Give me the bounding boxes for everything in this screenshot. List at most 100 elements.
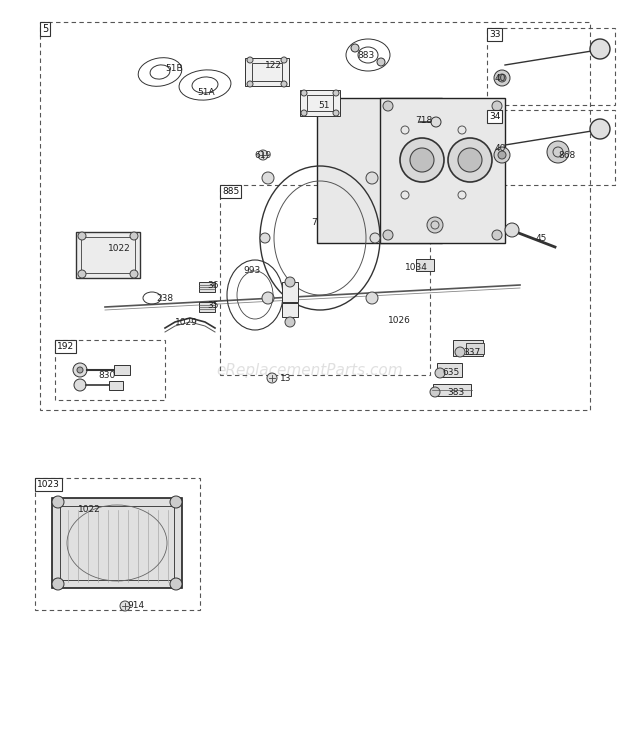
Circle shape <box>281 81 287 87</box>
Bar <box>317 98 443 243</box>
Text: 635: 635 <box>442 368 459 376</box>
Circle shape <box>590 119 610 139</box>
Circle shape <box>370 233 380 243</box>
Bar <box>199 302 215 312</box>
Circle shape <box>285 277 295 287</box>
Bar <box>40 22 590 410</box>
Text: 1034: 1034 <box>405 263 428 272</box>
Circle shape <box>247 81 253 87</box>
Circle shape <box>455 347 465 357</box>
Text: 868: 868 <box>558 150 575 159</box>
Bar <box>60 506 174 580</box>
Circle shape <box>170 496 182 508</box>
Bar <box>466 342 484 353</box>
Circle shape <box>383 230 393 240</box>
Text: 718: 718 <box>415 115 432 124</box>
Circle shape <box>498 74 506 82</box>
Text: 830: 830 <box>98 371 115 379</box>
Circle shape <box>590 39 610 59</box>
Bar <box>76 232 140 278</box>
Text: 1023: 1023 <box>37 480 60 489</box>
Circle shape <box>170 578 182 590</box>
Text: 51: 51 <box>318 100 329 109</box>
Bar <box>307 95 333 111</box>
Text: 993: 993 <box>243 266 260 275</box>
Text: 1029: 1029 <box>175 318 198 327</box>
Circle shape <box>492 101 502 111</box>
Circle shape <box>458 148 482 172</box>
Text: 35: 35 <box>207 301 218 310</box>
Bar <box>380 98 505 243</box>
Circle shape <box>410 148 434 172</box>
Text: 383: 383 <box>447 388 464 397</box>
Text: 40: 40 <box>495 74 507 83</box>
Bar <box>114 365 130 375</box>
Text: 7: 7 <box>311 217 317 226</box>
Circle shape <box>77 367 83 373</box>
Circle shape <box>435 368 445 378</box>
Bar <box>199 282 215 292</box>
Circle shape <box>74 379 86 391</box>
Circle shape <box>383 101 393 111</box>
Text: 5: 5 <box>42 24 48 34</box>
Circle shape <box>52 578 64 590</box>
Circle shape <box>333 90 339 96</box>
Circle shape <box>494 147 510 163</box>
Bar <box>252 63 282 81</box>
Text: 36: 36 <box>207 280 218 289</box>
Circle shape <box>366 292 378 304</box>
Circle shape <box>247 57 253 63</box>
Bar <box>55 340 165 400</box>
Circle shape <box>267 373 277 383</box>
Text: 51A: 51A <box>197 88 215 97</box>
Text: 40: 40 <box>495 144 507 153</box>
Bar <box>245 58 289 86</box>
Circle shape <box>262 292 274 304</box>
Bar <box>300 90 340 116</box>
Bar <box>35 478 200 610</box>
Circle shape <box>547 141 569 163</box>
Text: 1022: 1022 <box>108 243 131 252</box>
Circle shape <box>494 70 510 86</box>
Bar <box>109 380 123 390</box>
Circle shape <box>430 387 440 397</box>
Circle shape <box>130 270 138 278</box>
Circle shape <box>285 317 295 327</box>
Circle shape <box>301 110 307 116</box>
Circle shape <box>260 233 270 243</box>
Circle shape <box>130 232 138 240</box>
Circle shape <box>377 58 385 66</box>
Text: 13: 13 <box>280 373 291 382</box>
Circle shape <box>400 138 444 182</box>
Bar <box>81 237 135 273</box>
Text: 883: 883 <box>357 51 374 60</box>
Circle shape <box>262 172 274 184</box>
Bar <box>438 363 463 377</box>
Bar <box>220 185 430 375</box>
Text: 51B: 51B <box>165 63 183 72</box>
Circle shape <box>498 151 506 159</box>
Text: 45: 45 <box>536 234 547 243</box>
Circle shape <box>431 117 441 127</box>
Circle shape <box>448 138 492 182</box>
Bar <box>52 498 182 588</box>
Bar <box>282 303 298 317</box>
Circle shape <box>333 110 339 116</box>
Circle shape <box>427 217 443 233</box>
Bar <box>282 282 298 302</box>
Circle shape <box>366 172 378 184</box>
Circle shape <box>78 270 86 278</box>
Circle shape <box>73 363 87 377</box>
Circle shape <box>505 223 519 237</box>
Circle shape <box>351 44 359 52</box>
Text: 192: 192 <box>57 342 74 351</box>
Bar <box>433 384 471 396</box>
Text: 337: 337 <box>463 347 480 356</box>
Text: 122: 122 <box>265 60 282 69</box>
Text: 619: 619 <box>254 150 272 159</box>
Bar <box>416 259 434 271</box>
Circle shape <box>301 90 307 96</box>
Text: 238: 238 <box>156 293 173 303</box>
Text: 885: 885 <box>222 187 239 196</box>
Text: eReplacementParts.com: eReplacementParts.com <box>216 362 404 377</box>
